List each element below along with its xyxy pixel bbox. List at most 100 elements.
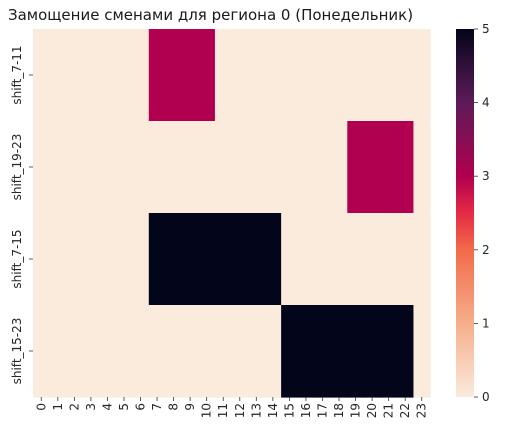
x-tick-label: 3 bbox=[84, 403, 98, 411]
x-tick-label: 11 bbox=[216, 403, 230, 418]
heatmap-cell bbox=[248, 29, 266, 122]
heatmap-cell bbox=[281, 121, 299, 214]
heatmap-cell bbox=[82, 121, 100, 214]
heatmap-cell bbox=[165, 213, 183, 306]
x-tick-label: 18 bbox=[332, 403, 346, 418]
colorbar bbox=[456, 29, 474, 397]
heatmap-cell bbox=[66, 29, 84, 122]
colorbar-tick-label: 3 bbox=[482, 169, 490, 183]
heatmap-cell bbox=[248, 305, 266, 398]
colorbar-tick-label: 5 bbox=[482, 22, 490, 36]
heatmap-cell bbox=[115, 305, 133, 398]
y-tick-label: shift_7-15 bbox=[10, 229, 24, 288]
x-tick-label: 23 bbox=[415, 403, 429, 418]
heatmap-cell bbox=[82, 29, 100, 122]
x-tick-label: 0 bbox=[34, 403, 48, 411]
heatmap-cell bbox=[66, 213, 84, 306]
heatmap-cell bbox=[181, 305, 200, 398]
y-tick-label: shift_15-23 bbox=[10, 318, 24, 385]
heatmap-cell bbox=[66, 305, 84, 398]
x-tick-label: 20 bbox=[365, 403, 379, 418]
heatmap-cell bbox=[66, 121, 84, 214]
heatmap-cell bbox=[248, 121, 266, 214]
heatmap-cell bbox=[181, 121, 200, 214]
y-tick-label: shift_7-11 bbox=[10, 45, 24, 104]
x-tick-label: 12 bbox=[233, 403, 247, 418]
heatmap-cell bbox=[165, 121, 183, 214]
heatmap-cell bbox=[115, 213, 133, 306]
x-tick-label: 6 bbox=[134, 403, 148, 411]
heatmap-cells bbox=[33, 29, 431, 398]
x-tick-label: 7 bbox=[150, 403, 164, 411]
heatmap-cell bbox=[396, 305, 415, 398]
heatmap-cell bbox=[132, 305, 150, 398]
heatmap-cell bbox=[165, 305, 183, 398]
x-tick-label: 8 bbox=[167, 403, 181, 411]
x-tick-label: 22 bbox=[398, 403, 412, 418]
heatmap-cell bbox=[132, 213, 150, 306]
x-tick-label: 4 bbox=[100, 403, 114, 411]
colorbar-tick-label: 0 bbox=[482, 390, 490, 404]
heatmap-cell bbox=[198, 213, 216, 306]
heatmap-cell bbox=[49, 29, 67, 122]
heatmap-cell bbox=[413, 29, 431, 122]
heatmap-cell bbox=[297, 305, 315, 398]
heatmap-cell bbox=[115, 29, 133, 122]
x-tick-label: 13 bbox=[249, 403, 263, 418]
heatmap-cell bbox=[148, 29, 166, 122]
heatmap-cell bbox=[231, 121, 249, 214]
heatmap-cell bbox=[49, 121, 67, 214]
heatmap-cell bbox=[380, 213, 398, 306]
heatmap-cell bbox=[281, 305, 299, 398]
heatmap-cell bbox=[198, 305, 216, 398]
heatmap-cell bbox=[297, 121, 315, 214]
heatmap-cell bbox=[231, 29, 249, 122]
x-tick-label: 2 bbox=[67, 403, 81, 411]
heatmap-cell bbox=[413, 213, 431, 306]
x-tick-label: 9 bbox=[183, 403, 197, 411]
colorbar-axis: 0 1 2 3 4 5 bbox=[474, 22, 490, 404]
heatmap-cell bbox=[413, 305, 431, 398]
heatmap-cell bbox=[181, 29, 200, 122]
heatmap-cell bbox=[314, 29, 332, 122]
x-tick-label: 15 bbox=[282, 403, 296, 418]
heatmap-cell bbox=[380, 305, 398, 398]
colorbar-tick-label: 1 bbox=[482, 316, 490, 330]
heatmap-cell bbox=[380, 121, 398, 214]
heatmap-cell bbox=[99, 121, 117, 214]
heatmap-cell bbox=[363, 29, 381, 122]
heatmap-cell bbox=[264, 305, 282, 398]
heatmap-cell bbox=[281, 29, 299, 122]
heatmap-cell bbox=[314, 213, 332, 306]
heatmap-cell bbox=[363, 121, 381, 214]
heatmap-cell bbox=[82, 305, 100, 398]
heatmap-cell bbox=[231, 213, 249, 306]
heatmap-cell bbox=[347, 121, 365, 214]
heatmap-cell bbox=[214, 29, 233, 122]
heatmap-cell bbox=[314, 305, 332, 398]
x-tick-label: 19 bbox=[349, 403, 363, 418]
x-tick-label: 14 bbox=[266, 403, 280, 418]
heatmap-cell bbox=[380, 29, 398, 122]
heatmap-cell bbox=[198, 29, 216, 122]
heatmap-cell bbox=[396, 213, 415, 306]
heatmap-cell bbox=[281, 213, 299, 306]
heatmap-cell bbox=[396, 29, 415, 122]
x-tick-label: 17 bbox=[315, 403, 329, 418]
heatmap-cell bbox=[148, 305, 166, 398]
heatmap-cell bbox=[99, 213, 117, 306]
heatmap-cell bbox=[347, 213, 365, 306]
heatmap-cell bbox=[132, 121, 150, 214]
heatmap-cell bbox=[297, 213, 315, 306]
heatmap-cell bbox=[82, 213, 100, 306]
heatmap-cell bbox=[99, 29, 117, 122]
heatmap-cell bbox=[330, 29, 348, 122]
heatmap-cell bbox=[198, 121, 216, 214]
heatmap-cell bbox=[264, 213, 282, 306]
heatmap-cell bbox=[148, 213, 166, 306]
heatmap-cell bbox=[363, 305, 381, 398]
heatmap-cell bbox=[330, 305, 348, 398]
heatmap-cell bbox=[132, 29, 150, 122]
heatmap-cell bbox=[363, 213, 381, 306]
